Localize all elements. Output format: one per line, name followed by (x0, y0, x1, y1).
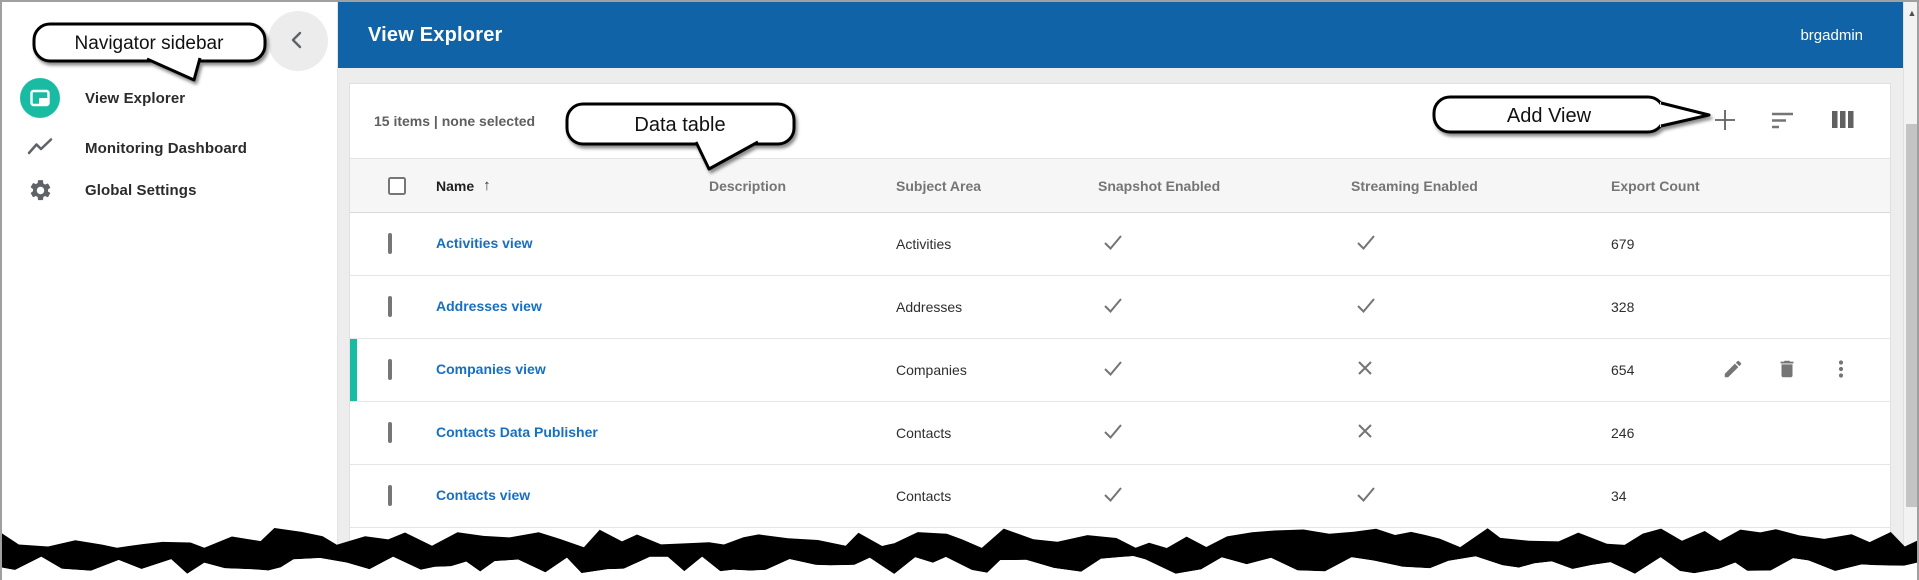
row-checkbox[interactable] (388, 422, 392, 443)
column-header-name[interactable]: Name ↑ (436, 177, 491, 194)
streaming-enabled-cell (1351, 294, 1611, 321)
check-icon (1102, 294, 1124, 321)
view-explorer-icon (20, 78, 60, 118)
columns-icon (1832, 110, 1854, 132)
streaming-enabled-cell (1351, 358, 1611, 383)
subject-area-cell: Companies (896, 362, 967, 378)
global-settings-icon (20, 178, 60, 203)
view-name-link[interactable]: Addresses view (436, 298, 542, 314)
table-row: Contacts Data Publisher Contacts 246 (350, 402, 1890, 465)
sort-asc-icon: ↑ (483, 177, 491, 194)
export-count-cell: 34 (1611, 488, 1627, 504)
table-row: Contacts view Contacts 34 (350, 465, 1890, 528)
streaming-enabled-cell (1351, 231, 1611, 258)
view-name-link[interactable]: Activities view (436, 235, 533, 251)
table-row: Companies view Companies 654 (350, 339, 1890, 402)
table-row-partial (350, 528, 1890, 580)
monitoring-dashboard-icon (20, 136, 60, 160)
view-name-link[interactable]: Contacts Data Publisher (436, 424, 598, 440)
row-checkbox[interactable] (388, 485, 392, 506)
column-header-description[interactable]: Description (709, 177, 787, 194)
sort-icon (1770, 108, 1794, 135)
subject-area-cell: Activities (896, 236, 952, 252)
view-name-link[interactable]: Contacts view (436, 487, 531, 503)
view-name-link[interactable]: Companies view (436, 361, 546, 377)
row-checkbox[interactable] (388, 233, 392, 254)
delete-button[interactable] (1775, 358, 1799, 382)
streaming-enabled-cell (1351, 483, 1611, 510)
row-checkbox[interactable] (388, 359, 392, 380)
view-table-card: 15 items | none selected (349, 83, 1891, 580)
table-row: Addresses view Addresses 328 (350, 276, 1890, 339)
sidebar-collapse-button[interactable] (268, 11, 328, 71)
subject-area-cell: Addresses (896, 299, 963, 315)
columns-button[interactable] (1829, 107, 1857, 135)
check-icon (1102, 420, 1124, 447)
username[interactable]: brgadmin (1800, 26, 1863, 44)
kebab-menu-icon (1830, 358, 1852, 383)
scrollbar-thumb[interactable] (1906, 124, 1917, 507)
trash-icon (1776, 358, 1798, 383)
check-icon (1355, 483, 1377, 510)
vertical-scrollbar[interactable]: ▲ (1903, 2, 1917, 580)
check-icon (1102, 231, 1124, 258)
scroll-up-button[interactable]: ▲ (1904, 4, 1917, 22)
export-count-cell: 679 (1611, 236, 1635, 252)
page-title: View Explorer (368, 23, 503, 46)
snapshot-enabled-cell (1098, 483, 1351, 510)
export-count-cell: 654 (1611, 362, 1635, 378)
export-count-cell: 246 (1611, 425, 1635, 441)
table-body: Activities view Activities 679 (350, 213, 1890, 528)
chevron-left-icon (285, 27, 311, 56)
sidebar-item-label: Monitoring Dashboard (85, 139, 247, 157)
row-checkbox[interactable] (388, 296, 392, 317)
table-row: Activities view Activities 679 (350, 213, 1890, 276)
table-header-row: Name ↑ Description Subject Area Snapshot … (350, 158, 1890, 213)
sidebar-item-view-explorer[interactable]: View Explorer (2, 76, 337, 120)
check-icon (1102, 483, 1124, 510)
sort-button[interactable] (1768, 107, 1796, 135)
streaming-enabled-cell (1351, 421, 1611, 446)
snapshot-enabled-cell (1098, 231, 1351, 258)
add-view-button[interactable] (1711, 107, 1739, 135)
check-icon (1102, 357, 1124, 384)
sidebar-item-global-settings[interactable]: Global Settings (2, 168, 337, 212)
plus-icon (1712, 107, 1738, 136)
snapshot-enabled-cell (1098, 357, 1351, 384)
select-all-checkbox[interactable] (388, 176, 406, 195)
check-icon (1355, 294, 1377, 321)
column-header-export-count[interactable]: Export Count (1611, 177, 1700, 194)
subject-area-cell: Contacts (896, 488, 952, 504)
table-toolbar: 15 items | none selected (350, 84, 1890, 158)
x-icon (1355, 421, 1375, 446)
content-background: 15 items | none selected (338, 68, 1905, 580)
column-header-snapshot-enabled[interactable]: Snapshot Enabled (1098, 177, 1221, 194)
selection-status: 15 items | none selected (374, 113, 536, 129)
navigator-sidebar: View Explorer Monitoring Dashboard Globa… (2, 2, 338, 580)
snapshot-enabled-cell (1098, 294, 1351, 321)
edit-button[interactable] (1721, 358, 1745, 382)
row-checkbox[interactable] (388, 544, 392, 566)
pencil-icon (1722, 358, 1744, 383)
sidebar-item-monitoring-dashboard[interactable]: Monitoring Dashboard (2, 126, 337, 170)
sidebar-item-label: View Explorer (85, 89, 186, 107)
app-header-bar: View Explorer brgadmin (338, 2, 1905, 68)
subject-area-cell: Contacts (896, 425, 952, 441)
column-header-subject-area[interactable]: Subject Area (896, 177, 982, 194)
column-header-streaming-enabled[interactable]: Streaming Enabled (1351, 177, 1478, 194)
x-icon (1355, 358, 1375, 383)
snapshot-enabled-cell (1098, 420, 1351, 447)
check-icon (1355, 231, 1377, 258)
export-count-cell: 328 (1611, 299, 1635, 315)
more-actions-button[interactable] (1829, 358, 1853, 382)
sidebar-item-label: Global Settings (85, 181, 197, 199)
